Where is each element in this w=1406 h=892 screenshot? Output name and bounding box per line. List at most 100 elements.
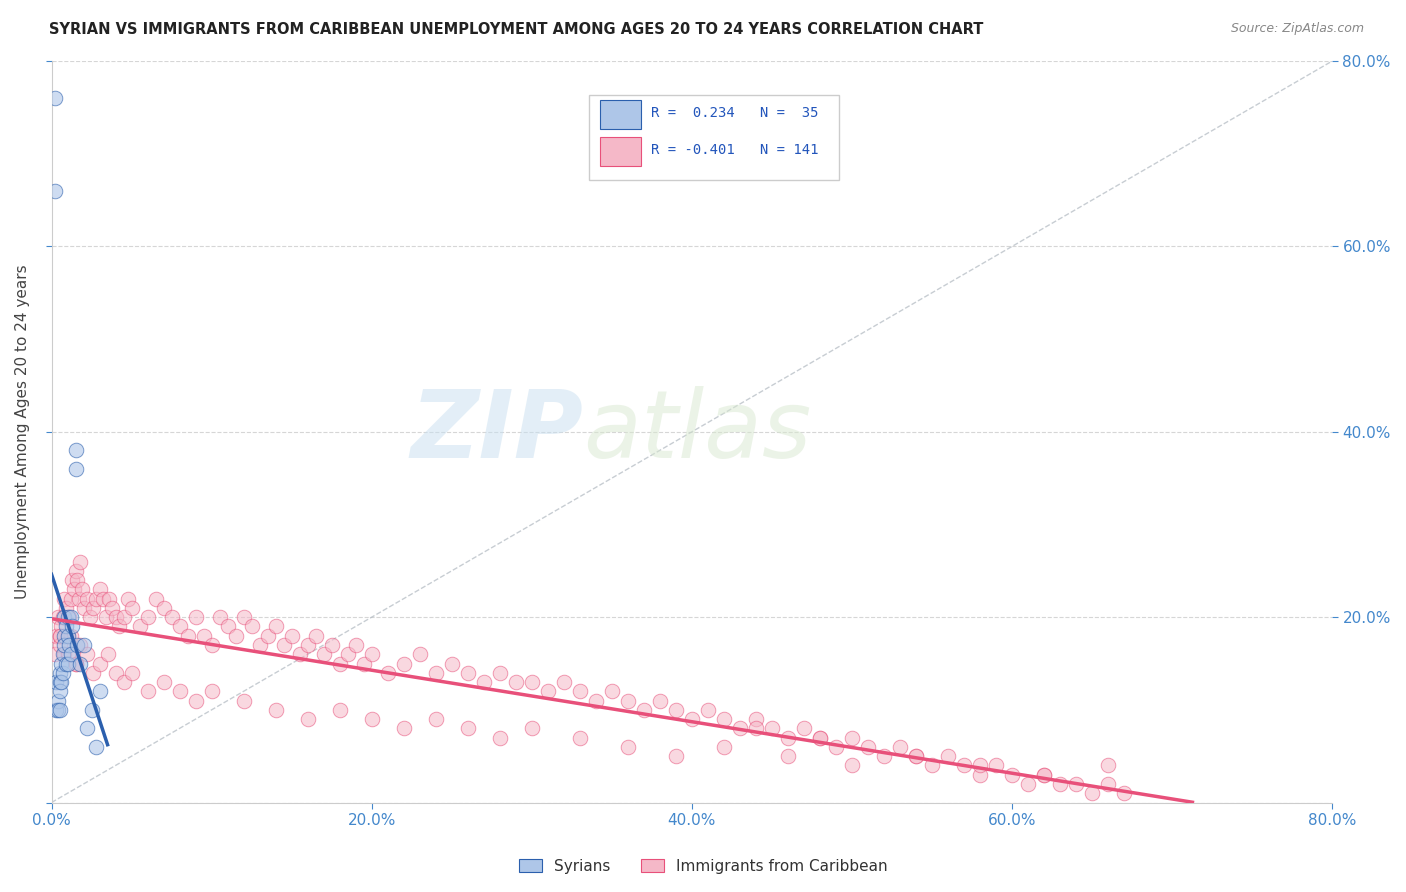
Point: [520, 675, 543, 690]
Point: [1033, 768, 1056, 782]
Point: [200, 638, 222, 652]
Point: [304, 629, 326, 643]
Point: [537, 684, 560, 698]
Point: [79, 610, 101, 624]
Point: [728, 722, 751, 736]
Point: [408, 647, 430, 661]
Point: [745, 712, 768, 726]
Point: [585, 693, 607, 707]
Point: [169, 684, 191, 698]
Point: [48, 675, 70, 690]
Point: [69, 657, 91, 671]
Point: [568, 684, 591, 698]
Point: [1064, 777, 1087, 791]
Point: [128, 619, 150, 633]
Point: [52, 665, 75, 680]
FancyBboxPatch shape: [599, 100, 641, 129]
Point: [76, 647, 98, 661]
Point: [353, 657, 375, 671]
Point: [59, 647, 82, 661]
Point: [745, 722, 768, 736]
Point: [65, 657, 87, 671]
Point: [696, 703, 718, 717]
Point: [48, 665, 70, 680]
Point: [921, 758, 943, 772]
Point: [80, 703, 103, 717]
Point: [56, 610, 79, 624]
Point: [681, 712, 703, 726]
Point: [1033, 768, 1056, 782]
Point: [45, 703, 67, 717]
Point: [1081, 786, 1104, 800]
Point: [488, 665, 510, 680]
Point: [969, 758, 991, 772]
Point: [55, 657, 77, 671]
Point: [1097, 777, 1119, 791]
Point: [217, 619, 239, 633]
Point: [49, 619, 72, 633]
Point: [91, 591, 114, 606]
Point: [856, 739, 879, 754]
Point: [112, 675, 135, 690]
Point: [107, 619, 129, 633]
Point: [761, 722, 783, 736]
Point: [59, 610, 82, 624]
Point: [89, 657, 111, 671]
Point: [776, 731, 799, 745]
Point: [184, 610, 207, 624]
Point: [440, 657, 463, 671]
Point: [200, 684, 222, 698]
Point: [648, 693, 671, 707]
Point: [121, 601, 143, 615]
Point: [152, 601, 174, 615]
Point: [713, 712, 735, 726]
Point: [264, 619, 287, 633]
Point: [101, 601, 124, 615]
Point: [76, 722, 98, 736]
Point: [72, 601, 94, 615]
Point: [808, 731, 831, 745]
Point: [841, 758, 863, 772]
Point: [49, 657, 72, 671]
Point: [377, 665, 399, 680]
Point: [65, 462, 87, 476]
Point: [89, 582, 111, 597]
Point: [249, 638, 271, 652]
Point: [665, 703, 688, 717]
Point: [58, 638, 80, 652]
Point: [392, 657, 415, 671]
Point: [825, 739, 848, 754]
Point: [63, 582, 86, 597]
Point: [392, 722, 415, 736]
Point: [53, 638, 76, 652]
Point: [58, 610, 80, 624]
Point: [89, 684, 111, 698]
Point: [312, 647, 335, 661]
Point: [82, 665, 104, 680]
Point: [104, 665, 127, 680]
Point: [169, 619, 191, 633]
FancyBboxPatch shape: [599, 136, 641, 167]
Point: [329, 657, 352, 671]
Point: [48, 638, 70, 652]
Point: [60, 619, 83, 633]
Point: [44, 647, 66, 661]
Point: [46, 703, 69, 717]
Point: [104, 610, 127, 624]
Point: [873, 749, 896, 764]
Point: [713, 739, 735, 754]
Point: [53, 610, 76, 624]
Point: [76, 591, 98, 606]
Point: [53, 629, 76, 643]
Point: [841, 731, 863, 745]
Point: [273, 638, 295, 652]
Point: [568, 731, 591, 745]
Point: [232, 610, 254, 624]
Point: [360, 647, 382, 661]
Point: [264, 703, 287, 717]
Point: [48, 684, 70, 698]
Point: [232, 693, 254, 707]
Point: [52, 610, 75, 624]
Point: [193, 629, 215, 643]
Point: [94, 610, 117, 624]
